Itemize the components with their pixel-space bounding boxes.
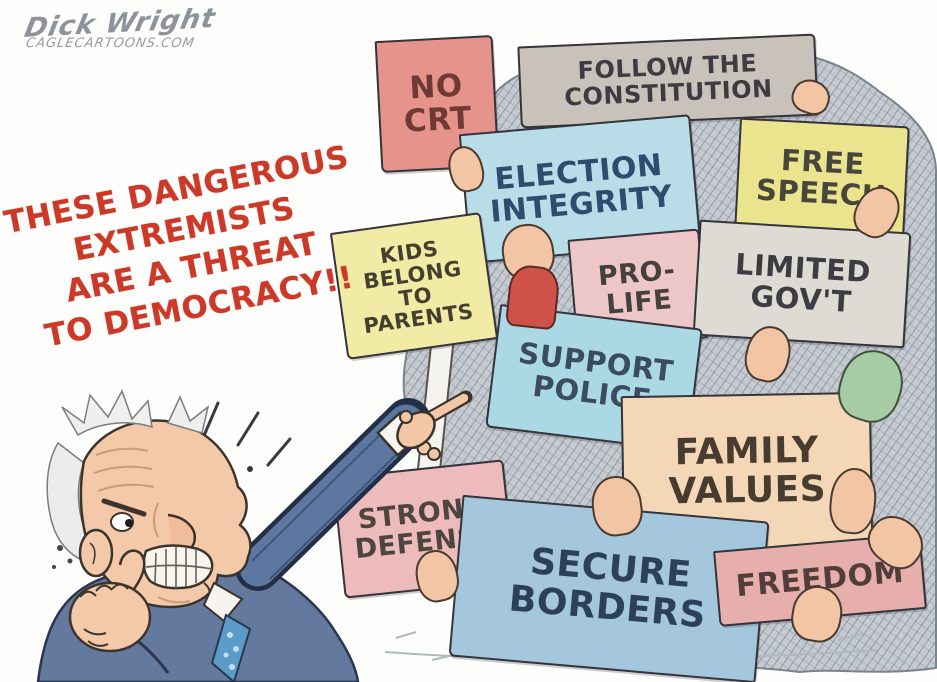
artist-website: CAGLECARTOONS.COM — [24, 36, 196, 51]
pointing-arm — [239, 404, 425, 587]
back-hair — [46, 441, 93, 562]
clenched-fist — [68, 549, 152, 653]
pupil — [125, 519, 133, 527]
sign-label: NO CRT — [403, 67, 473, 140]
sign-label: FAMILY VALUES — [668, 430, 827, 513]
sign-label: SECURE BORDERS — [507, 541, 708, 637]
sign-label: FOLLOW THE CONSTITUTION — [563, 49, 774, 112]
ear — [78, 528, 114, 578]
sign-label: PRO- LIFE — [596, 254, 677, 321]
sign-limited-govt: LIMITED GOV'T — [692, 219, 912, 349]
spittle-dots — [52, 545, 73, 569]
necktie — [210, 613, 252, 682]
pointing-hand — [396, 390, 473, 461]
sign-label: LIMITED GOV'T — [734, 246, 872, 320]
ear-inner — [89, 542, 96, 565]
gritted-mouth — [142, 544, 214, 590]
chin-crease — [157, 596, 191, 604]
angry-brow — [101, 498, 147, 517]
teeth-lines — [145, 547, 213, 588]
sign-follow-constitution: FOLLOW THE CONSTITUTION — [517, 33, 819, 129]
arm-hatch — [251, 416, 417, 580]
anger-dot — [247, 466, 253, 472]
politician-caricature — [36, 389, 473, 682]
artist-signature: Dick Wright CAGLECARTOONS.COM — [22, 3, 219, 51]
sign-label: ELECTION INTEGRITY — [488, 147, 674, 230]
red-sleeve-arm — [504, 263, 562, 331]
forehead-wrinkles — [93, 447, 159, 538]
hair-tuft-top — [61, 389, 153, 437]
hair-tuft-side — [166, 395, 210, 434]
